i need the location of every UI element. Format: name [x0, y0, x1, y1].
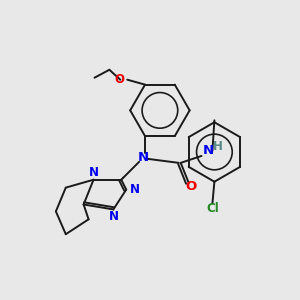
Text: N: N: [88, 166, 98, 179]
Text: O: O: [114, 73, 124, 86]
Text: Cl: Cl: [206, 202, 219, 215]
Text: H: H: [212, 140, 222, 152]
Text: O: O: [185, 180, 196, 193]
Text: N: N: [130, 183, 140, 196]
Text: N: N: [203, 145, 214, 158]
Text: N: N: [109, 210, 119, 224]
Text: N: N: [137, 152, 148, 164]
